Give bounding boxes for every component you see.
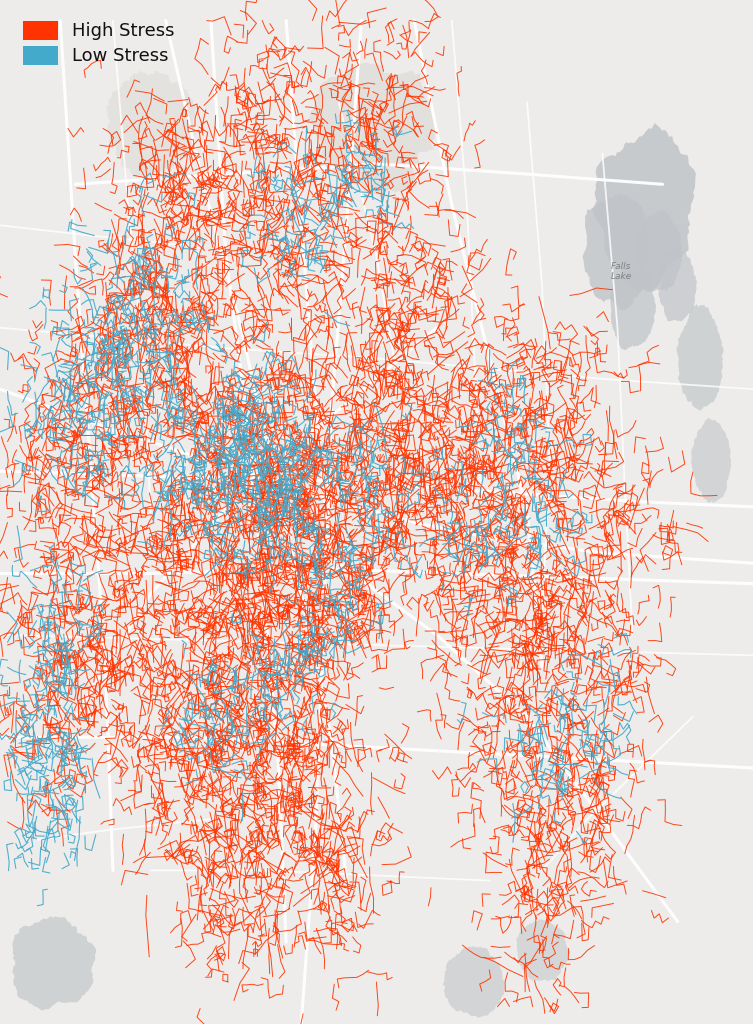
Polygon shape bbox=[12, 916, 96, 1011]
Polygon shape bbox=[691, 418, 731, 503]
Polygon shape bbox=[582, 194, 650, 310]
Polygon shape bbox=[592, 123, 696, 292]
Polygon shape bbox=[658, 247, 697, 322]
Polygon shape bbox=[517, 920, 570, 982]
Polygon shape bbox=[610, 265, 656, 350]
Polygon shape bbox=[676, 304, 724, 411]
Polygon shape bbox=[309, 62, 437, 197]
Polygon shape bbox=[635, 210, 682, 292]
Polygon shape bbox=[105, 71, 197, 178]
Polygon shape bbox=[444, 946, 505, 1018]
Legend: High Stress, Low Stress: High Stress, Low Stress bbox=[17, 13, 181, 73]
Text: Falls
Lake: Falls Lake bbox=[611, 262, 632, 281]
